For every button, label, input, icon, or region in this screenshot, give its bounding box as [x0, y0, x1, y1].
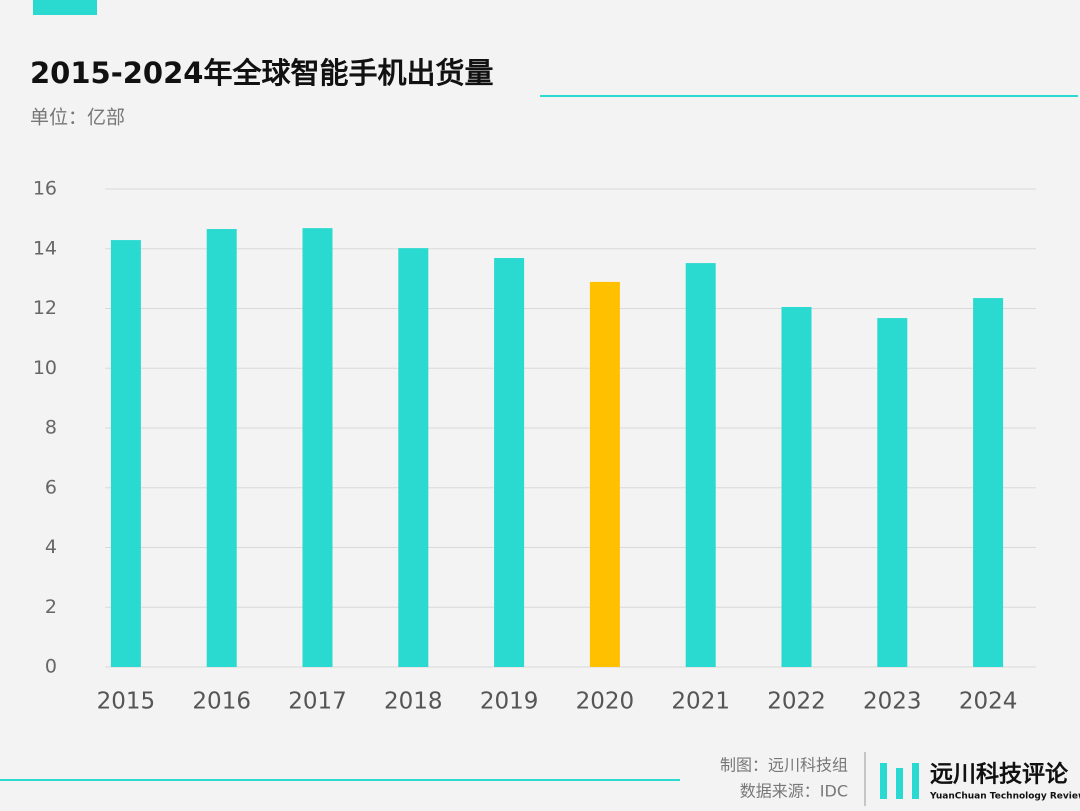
bar — [589, 281, 620, 667]
x-tick-label: 2017 — [288, 689, 347, 715]
y-tick-label: 6 — [45, 476, 57, 498]
x-tick-label: 2021 — [671, 689, 730, 715]
bar — [302, 228, 333, 668]
chart-subtitle: 单位：亿部 — [30, 107, 125, 129]
bar — [110, 240, 141, 667]
brand: 远川科技评论 — [930, 761, 1069, 788]
y-tick-label: 4 — [45, 536, 57, 558]
brand-en: YuanChuan Technology Review — [929, 792, 1080, 802]
bar — [494, 258, 525, 667]
accent-block — [33, 0, 97, 15]
x-tick-label: 2015 — [97, 689, 156, 715]
bar — [398, 248, 429, 667]
x-tick-label: 2024 — [959, 689, 1018, 715]
source: 数据来源：IDC — [740, 782, 848, 801]
x-tick-label: 2023 — [863, 689, 922, 715]
bar — [877, 318, 908, 667]
y-tick-label: 16 — [33, 178, 57, 200]
y-tick-label: 10 — [33, 357, 57, 379]
x-tick-label: 2022 — [767, 689, 826, 715]
credit: 制图：远川科技组 — [720, 756, 848, 775]
y-tick-label: 0 — [45, 656, 57, 678]
x-tick-label: 2018 — [384, 689, 443, 715]
x-tick-label: 2019 — [480, 689, 539, 715]
logo-icon — [880, 763, 919, 799]
bar — [781, 307, 812, 667]
x-tick-label: 2016 — [192, 689, 251, 715]
x-tick-label: 2020 — [576, 689, 635, 715]
bar — [206, 229, 237, 667]
y-tick-label: 8 — [45, 417, 57, 439]
bar — [685, 263, 716, 667]
y-tick-label: 14 — [33, 237, 57, 259]
y-tick-label: 2 — [45, 596, 57, 618]
chart-title: 2015-2024年全球智能手机出货量 — [30, 56, 493, 90]
y-tick-label: 12 — [33, 297, 57, 319]
bar — [973, 298, 1004, 667]
